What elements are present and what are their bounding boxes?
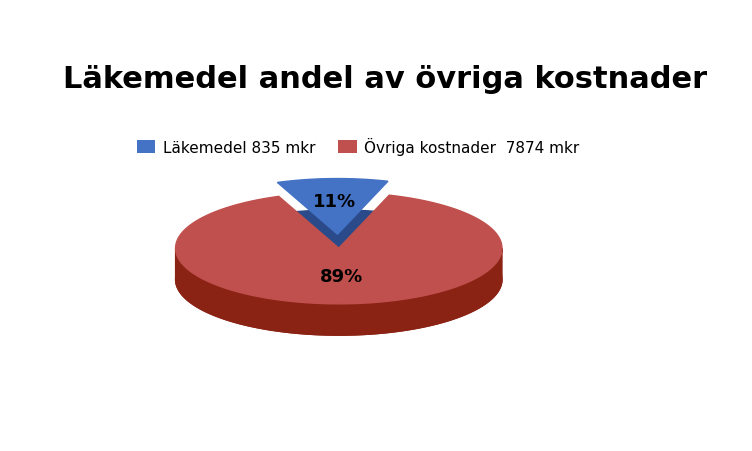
Polygon shape	[277, 211, 388, 266]
Polygon shape	[277, 179, 388, 235]
Legend: Läkemedel 835 mkr, Övriga kostnader  7874 mkr: Läkemedel 835 mkr, Övriga kostnader 7874…	[131, 131, 586, 161]
Polygon shape	[176, 249, 502, 336]
Text: 89%: 89%	[320, 267, 363, 285]
Polygon shape	[176, 196, 502, 304]
Polygon shape	[176, 227, 502, 336]
Text: Läkemedel andel av övriga kostnader: Läkemedel andel av övriga kostnader	[63, 64, 708, 93]
Text: 11%: 11%	[313, 193, 356, 210]
